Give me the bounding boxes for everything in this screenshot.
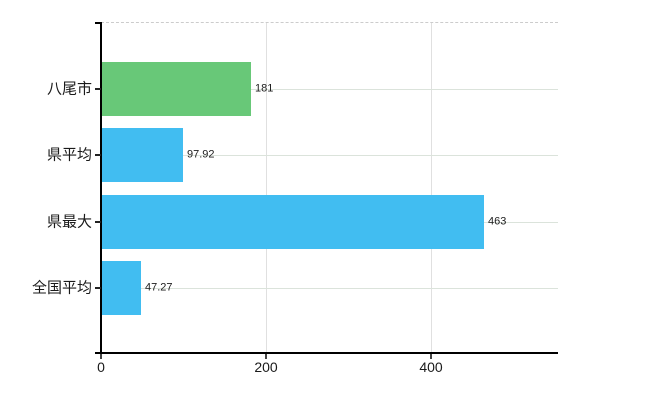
value-label: 181	[255, 82, 274, 95]
x-axis-tick	[430, 354, 432, 359]
horizontal-gridline	[101, 89, 558, 90]
x-tick-label: 0	[97, 359, 105, 375]
horizontal-gridline	[101, 155, 558, 156]
x-axis-tick	[265, 354, 267, 359]
value-label: 47.27	[145, 281, 173, 294]
category-label: 県最大	[46, 213, 92, 231]
value-label: 463	[488, 215, 507, 228]
category-label: 県平均	[46, 146, 92, 164]
x-axis-line	[95, 352, 558, 354]
bar-3	[102, 195, 484, 249]
vertical-gridline	[266, 23, 267, 354]
plot-area: 181 97.92 463 47.27	[101, 22, 558, 354]
category-label: 八尾市	[46, 80, 92, 98]
value-label: 97.92	[187, 148, 215, 161]
bar-2	[102, 128, 183, 182]
category-tick	[95, 287, 101, 289]
vertical-gridline	[431, 23, 432, 354]
x-axis-tick	[100, 354, 102, 359]
category-label: 全国平均	[31, 279, 92, 297]
x-tick-label: 400	[419, 359, 443, 375]
y-axis-line	[100, 22, 102, 354]
horizontal-gridline	[101, 288, 558, 289]
category-tick	[95, 154, 101, 156]
x-tick-label: 200	[254, 359, 278, 375]
bar-1	[102, 62, 251, 116]
bar-4	[102, 261, 141, 315]
y-axis-top-tick	[95, 22, 101, 24]
category-tick	[95, 88, 101, 90]
category-tick	[95, 221, 101, 223]
